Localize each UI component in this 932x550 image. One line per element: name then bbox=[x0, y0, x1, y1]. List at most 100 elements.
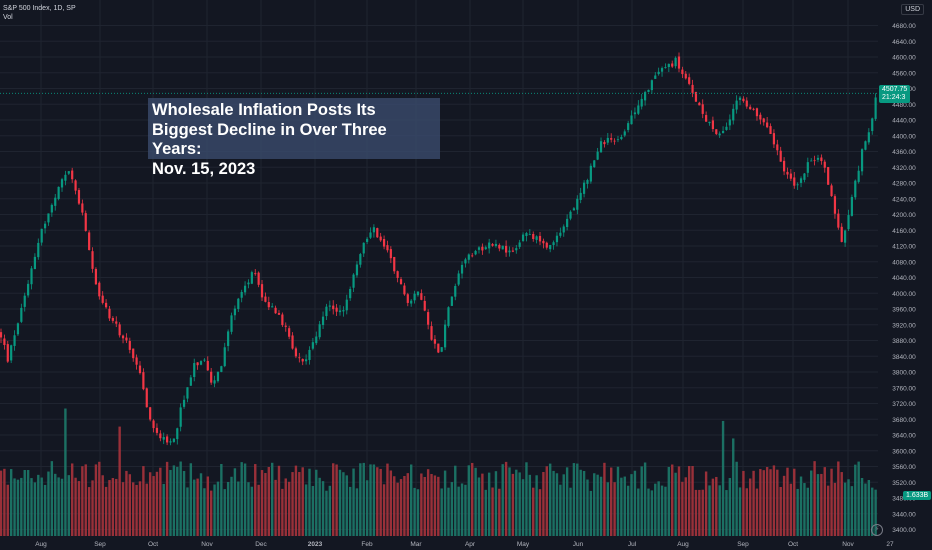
volume-bar bbox=[854, 464, 857, 536]
candle-body bbox=[159, 433, 162, 439]
volume-bar bbox=[779, 487, 782, 536]
volume-bar bbox=[9, 469, 13, 536]
price-tick-label: 4600.00 bbox=[892, 55, 916, 62]
price-tick-label: 4240.00 bbox=[892, 196, 916, 203]
candle-body bbox=[389, 249, 392, 259]
candle-body bbox=[182, 399, 186, 407]
volume-bar bbox=[176, 466, 179, 536]
volume-bar bbox=[399, 479, 403, 536]
candle-body bbox=[193, 363, 196, 377]
candle-body bbox=[552, 242, 555, 246]
volume-bar bbox=[803, 483, 806, 536]
currency-button[interactable]: USD bbox=[901, 4, 924, 15]
candle-body bbox=[118, 324, 121, 336]
candle-body bbox=[294, 348, 298, 357]
candle-body bbox=[782, 160, 786, 172]
candle-body bbox=[104, 302, 108, 308]
volume-bar bbox=[43, 484, 47, 536]
volume-bar bbox=[826, 485, 830, 536]
candle-body bbox=[423, 300, 426, 311]
candle-body bbox=[518, 242, 521, 247]
time-tick-label: Sep bbox=[94, 541, 106, 548]
volume-bar bbox=[108, 480, 111, 536]
volume-bar bbox=[443, 470, 447, 536]
candle-body bbox=[372, 227, 375, 233]
last-price-tag: 4507.75 21:24:3 bbox=[879, 85, 911, 104]
volume-bar bbox=[487, 472, 491, 536]
volume-bar bbox=[813, 461, 816, 536]
volume-bar bbox=[565, 467, 569, 536]
volume-bar bbox=[521, 479, 525, 536]
candle-body bbox=[0, 332, 3, 338]
volume-bar bbox=[671, 464, 674, 536]
candle-body bbox=[264, 296, 267, 302]
volume-bar bbox=[338, 469, 342, 536]
volume-bar bbox=[437, 476, 440, 536]
volume-bar bbox=[674, 472, 677, 536]
candle-body bbox=[362, 242, 365, 254]
volume-bar bbox=[386, 463, 389, 536]
volume-bar bbox=[860, 477, 864, 536]
volume-bar bbox=[138, 481, 142, 536]
volume-bar bbox=[315, 469, 318, 536]
candle-body bbox=[793, 177, 796, 186]
candle-body bbox=[176, 428, 179, 440]
price-tick-label: 3400.00 bbox=[892, 527, 916, 534]
candle-body bbox=[430, 326, 433, 340]
volume-bar bbox=[396, 482, 399, 536]
price-tick-label: 3600.00 bbox=[892, 448, 916, 455]
volume-bar bbox=[135, 484, 138, 536]
candle-body bbox=[498, 244, 501, 249]
volume-bar bbox=[193, 479, 196, 536]
lightning-icon[interactable]: ⚡ bbox=[871, 524, 883, 536]
candle-body bbox=[674, 57, 677, 67]
candle-body bbox=[528, 234, 531, 236]
candle-body bbox=[94, 268, 98, 285]
candle-body bbox=[816, 157, 820, 160]
price-tick-label: 4360.00 bbox=[892, 149, 916, 156]
candle-body bbox=[396, 271, 399, 278]
candle-body bbox=[230, 315, 233, 332]
volume-bar bbox=[101, 475, 104, 536]
candle-body bbox=[637, 105, 640, 114]
candle-body bbox=[20, 307, 23, 322]
volume-bar bbox=[393, 476, 396, 536]
candle-body bbox=[796, 184, 799, 186]
volume-bar bbox=[810, 470, 813, 536]
candle-body bbox=[3, 338, 6, 346]
candle-body bbox=[315, 336, 318, 344]
volume-bar bbox=[667, 466, 671, 536]
instrument-title: S&P 500 Index, 1D, SP bbox=[3, 5, 76, 12]
candle-body bbox=[752, 108, 755, 110]
volume-bar bbox=[165, 461, 169, 536]
candle-body bbox=[549, 244, 552, 250]
volume-bar bbox=[365, 480, 369, 536]
candle-body bbox=[240, 292, 243, 298]
candle-body bbox=[352, 274, 355, 288]
candle-body bbox=[786, 171, 789, 175]
candle-body bbox=[406, 294, 409, 303]
candle-body bbox=[450, 296, 453, 306]
volume-bar bbox=[732, 438, 735, 536]
volume-bar bbox=[294, 465, 298, 536]
time-tick-label: Oct bbox=[148, 541, 158, 548]
volume-bar bbox=[755, 488, 759, 536]
candle-body bbox=[732, 108, 735, 121]
volume-bar bbox=[477, 477, 481, 536]
candle-body bbox=[603, 142, 606, 145]
price-tick-label: 4080.00 bbox=[892, 259, 916, 266]
candle-body bbox=[308, 349, 311, 360]
price-axis: 3400.003440.003480.003520.003560.003600.… bbox=[878, 0, 932, 550]
candle-body bbox=[620, 136, 623, 140]
candle-body bbox=[606, 137, 609, 143]
volume-bar bbox=[474, 467, 477, 536]
price-tick-label: 4440.00 bbox=[892, 118, 916, 125]
candle-body bbox=[582, 182, 586, 194]
candle-body bbox=[576, 198, 579, 210]
candle-body bbox=[291, 335, 294, 349]
volume-bar bbox=[806, 487, 810, 536]
volume-bar bbox=[579, 469, 582, 536]
candle-body bbox=[325, 306, 328, 317]
candle-body bbox=[186, 387, 189, 399]
